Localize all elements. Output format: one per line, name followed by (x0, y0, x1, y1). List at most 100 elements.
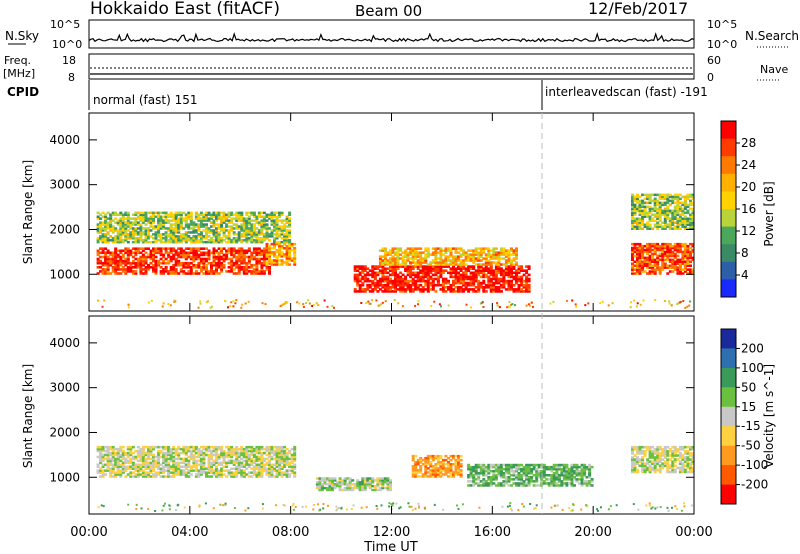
heatmap-cell-1-0 (283, 471, 287, 474)
heatmap-cell-1-2 (434, 456, 438, 460)
heatmap-cell-0-2 (220, 237, 224, 240)
heatmap-cell-0-0 (109, 272, 113, 275)
heatmap-cell-0-2 (159, 215, 163, 218)
heatmap-cell-0-0 (232, 247, 236, 250)
heatmap-cell-0-2 (210, 239, 213, 242)
heatmap-cell-0-6 (641, 223, 645, 226)
heatmap-cell-0-5 (661, 254, 665, 258)
heatmap-cell-1-1 (318, 483, 322, 486)
heatmap-cell-1-2 (429, 475, 433, 478)
heatmap-cell-0-3 (512, 288, 516, 291)
heatmap-cell-0-1 (278, 247, 282, 250)
heatmap-cell-0-4 (452, 257, 455, 260)
heatmap-cell-0-3 (436, 267, 440, 270)
heatmap-cell-0-3 (401, 279, 405, 283)
heatmap-cell-0-6 (663, 221, 667, 224)
heatmap-cell-0-3 (444, 265, 448, 268)
heatmap-cell-1-0 (99, 455, 103, 459)
heatmap-cell-0-4 (399, 257, 403, 260)
heatmap-cell-0-2 (222, 219, 226, 222)
heatmap-cell-0-3 (494, 269, 498, 272)
heatmap-cell-0-2 (270, 223, 274, 226)
heatmap-cell-1-0 (192, 447, 196, 451)
heatmap-cell-0-2 (230, 217, 234, 220)
heatmap-cell-0-5 (683, 244, 687, 248)
heatmap-cell-1-1 (363, 486, 367, 490)
heatmap-cell-0-6 (681, 201, 685, 205)
ground-scatter-cell (417, 300, 420, 303)
heatmap-cell-1-3 (489, 484, 493, 487)
heatmap-cell-0-4 (386, 261, 390, 264)
heatmap-cell-0-0 (262, 255, 266, 259)
heatmap-cell-0-3 (441, 290, 445, 293)
heatmap-cell-0-6 (686, 209, 690, 213)
heatmap-cell-0-5 (658, 272, 662, 275)
heatmap-cell-0-2 (230, 229, 234, 232)
heatmap-cell-0-4 (497, 255, 501, 258)
heatmap-cell-0-2 (285, 231, 289, 234)
heatmap-cell-1-0 (101, 455, 105, 459)
heatmap-cell-1-0 (121, 471, 125, 474)
heatmap-cell-0-5 (643, 264, 647, 267)
heatmap-cell-0-2 (283, 240, 287, 244)
heatmap-cell-1-2 (439, 469, 443, 472)
heatmap-cell-0-2 (197, 219, 201, 222)
heatmap-cell-1-0 (293, 465, 297, 468)
heatmap-cell-1-0 (230, 461, 234, 465)
ground-scatter-cell (433, 300, 436, 303)
heatmap-cell-0-0 (240, 255, 244, 259)
heatmap-cell-0-1 (283, 253, 287, 256)
heatmap-cell-0-6 (646, 201, 650, 205)
heatmap-cell-0-2 (104, 240, 108, 244)
heatmap-cell-0-2 (288, 221, 292, 224)
heatmap-cell-1-1 (381, 481, 385, 484)
heatmap-cell-0-2 (194, 225, 198, 228)
heatmap-cell-0-0 (199, 257, 203, 261)
heatmap-cell-0-0 (265, 257, 269, 261)
heatmap-cell-1-0 (109, 467, 113, 470)
heatmap-cell-1-3 (487, 472, 491, 475)
heatmap-cell-1-1 (361, 486, 365, 490)
heatmap-cell-1-0 (237, 459, 241, 463)
heatmap-cell-0-6 (636, 209, 639, 213)
heatmap-cell-0-2 (252, 227, 256, 230)
heatmap-cell-1-3 (474, 482, 478, 485)
heatmap-cell-0-5 (676, 248, 680, 252)
heatmap-cell-0-1 (280, 253, 284, 256)
heatmap-cell-0-3 (454, 277, 458, 281)
heatmap-cell-0-4 (479, 249, 483, 252)
heatmap-cell-0-4 (454, 247, 458, 250)
heatmap-cell-1-0 (172, 469, 176, 472)
heatmap-cell-1-1 (389, 486, 392, 490)
heatmap-cell-0-2 (255, 221, 259, 224)
heatmap-cell-1-1 (378, 481, 382, 484)
heatmap-cell-1-3 (525, 472, 529, 475)
heatmap-cell-0-2 (288, 219, 292, 222)
heatmap-cell-0-2 (252, 231, 256, 234)
heatmap-cell-0-5 (658, 248, 662, 252)
heatmap-cell-0-6 (636, 193, 639, 197)
heatmap-cell-0-5 (636, 246, 639, 250)
heatmap-cell-1-0 (139, 467, 143, 470)
heatmap-cell-0-2 (101, 237, 105, 240)
heatmap-cell-0-0 (207, 255, 211, 259)
heatmap-cell-0-0 (99, 261, 103, 265)
heatmap-cell-1-0 (194, 467, 198, 470)
heatmap-cell-1-0 (268, 459, 271, 463)
heatmap-cell-0-6 (691, 207, 695, 211)
heatmap-cell-0-0 (187, 266, 191, 269)
heatmap-cell-0-2 (139, 235, 143, 238)
heatmap-cell-0-5 (691, 272, 695, 275)
heatmap-cell-0-2 (202, 229, 206, 232)
heatmap-cell-1-2 (447, 467, 450, 470)
heatmap-cell-1-0 (199, 445, 203, 449)
nave-label: Nave (760, 63, 788, 76)
heatmap-cell-0-6 (678, 207, 682, 211)
heatmap-cell-1-2 (411, 467, 415, 470)
heatmap-cell-0-2 (182, 217, 186, 220)
heatmap-cell-0-2 (257, 215, 261, 218)
heatmap-cell-0-4 (391, 255, 395, 258)
heatmap-cell-0-4 (479, 251, 483, 254)
heatmap-cell-0-5 (648, 258, 652, 262)
heatmap-cell-0-1 (275, 251, 279, 254)
